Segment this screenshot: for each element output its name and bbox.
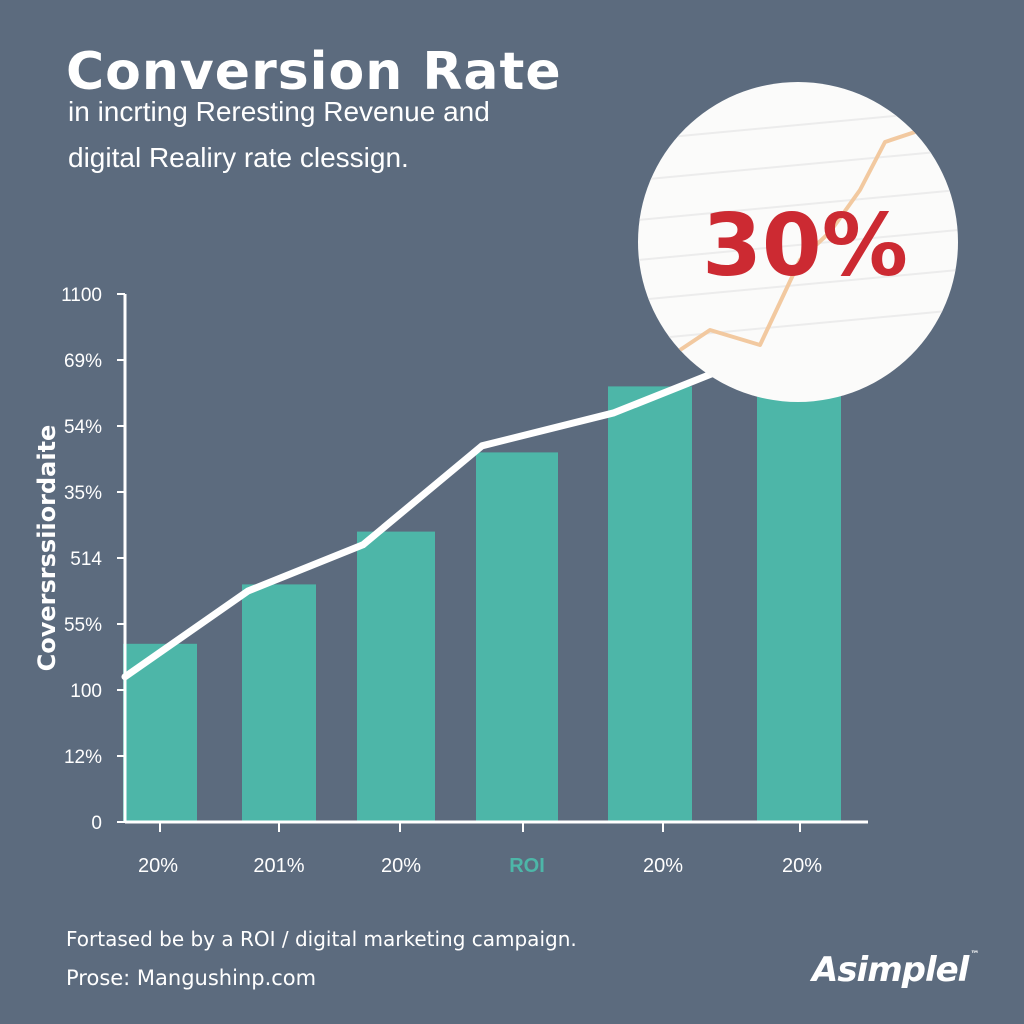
y-tick-label: 514 [70,549,102,570]
y-tick-label: 0 [91,813,102,834]
source-credit: Prose: Mangushinp.com [66,966,317,990]
chart-subtitle-line-2: digital Realiry rate clessign. [68,142,409,173]
callout-trend-line [678,130,916,352]
bar-5 [608,386,692,822]
x-tick-label: ROI [509,855,545,877]
y-tick-label: 100 [70,681,102,702]
x-tick-label: 20% [782,855,822,877]
chart-footnote: Fortased be by a ROI / digital marketing… [66,927,577,951]
x-tick-label: 20% [138,855,178,877]
x-tick-label: 20% [643,855,683,877]
y-tick-label: 35% [64,483,102,504]
x-tick-label: 20% [381,855,421,877]
bar-6 [757,373,841,822]
chart-subtitle-line-1: in incrting Reresting Revenue and [68,96,490,127]
chart-title: Conversion Rate [66,42,562,102]
bar-3 [357,531,435,822]
y-tick-label: 69% [64,351,102,372]
callout-value: 30% [702,196,908,296]
y-tick-label: 12% [64,747,102,768]
trademark-mark: ™ [970,950,979,960]
bar-2 [242,584,316,822]
brand-logo: Asimplel ™ [812,950,979,990]
brand-logo-text: Asimplel [812,950,969,990]
y-tick-label: 54% [64,417,102,438]
y-tick-label: 1100 [61,285,102,306]
x-tick-label: 201% [253,855,304,877]
y-axis-title: Coversrssiiordaite [33,425,61,672]
y-tick-label: 55% [64,615,102,636]
callout-circle [638,82,958,402]
trend-line [121,349,767,681]
bar-4 [476,452,558,822]
